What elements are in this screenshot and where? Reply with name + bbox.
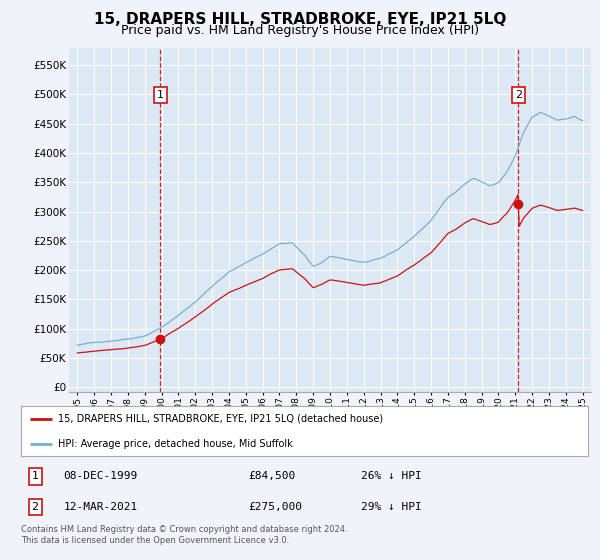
Text: 15, DRAPERS HILL, STRADBROKE, EYE, IP21 5LQ: 15, DRAPERS HILL, STRADBROKE, EYE, IP21 … [94,12,506,27]
Text: 08-DEC-1999: 08-DEC-1999 [64,472,138,482]
Text: 2: 2 [32,502,39,512]
Text: £275,000: £275,000 [248,502,302,512]
Text: HPI: Average price, detached house, Mid Suffolk: HPI: Average price, detached house, Mid … [58,439,293,449]
Text: 12-MAR-2021: 12-MAR-2021 [64,502,138,512]
Text: 26% ↓ HPI: 26% ↓ HPI [361,472,422,482]
Text: 29% ↓ HPI: 29% ↓ HPI [361,502,422,512]
Text: 2: 2 [515,90,522,100]
Text: 1: 1 [157,90,164,100]
Text: Contains HM Land Registry data © Crown copyright and database right 2024.
This d: Contains HM Land Registry data © Crown c… [21,525,347,545]
Text: 15, DRAPERS HILL, STRADBROKE, EYE, IP21 5LQ (detached house): 15, DRAPERS HILL, STRADBROKE, EYE, IP21 … [58,414,383,423]
Text: Price paid vs. HM Land Registry's House Price Index (HPI): Price paid vs. HM Land Registry's House … [121,24,479,36]
Text: £84,500: £84,500 [248,472,295,482]
Text: 1: 1 [32,472,38,482]
